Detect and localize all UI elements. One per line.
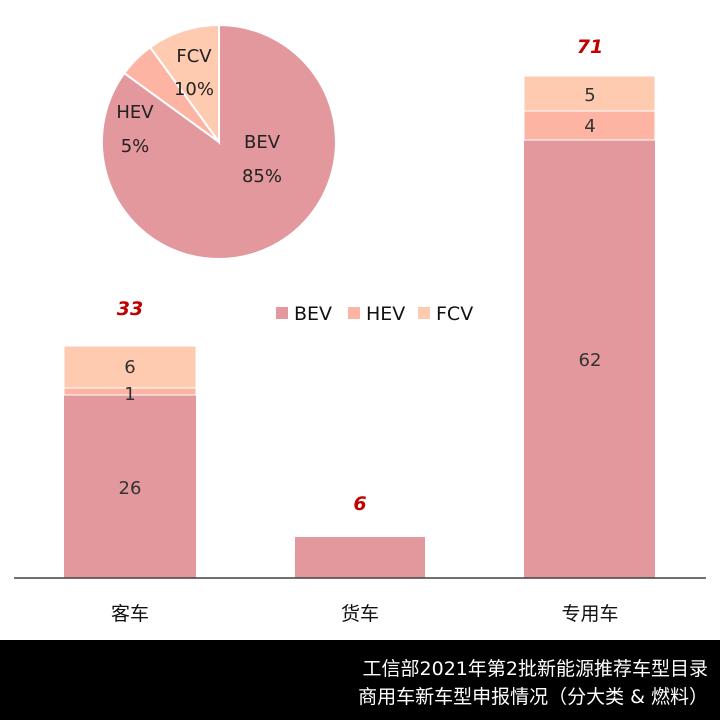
pie-label-hev-name: HEV [116,102,154,123]
pie-label-bev-name: BEV [244,132,281,153]
pie-chart: BEV 85% HEV 5% FCV 10% [100,23,337,260]
bar-special-total: 71 [577,36,603,58]
bar-truck-bev [295,537,425,578]
pie-label-fcv-pct: 10% [174,79,214,100]
bar-passenger-bev-label: 26 [119,478,142,499]
bar-passenger-fcv [63,345,197,389]
pie-label-bev-pct: 85% [242,166,282,187]
legend-swatch-hev [348,307,360,319]
legend: BEV HEV FCV [276,303,473,325]
legend-swatch-fcv [418,307,430,319]
bar-special-fcv-label: 5 [584,85,595,106]
bar-special-hev [523,110,656,141]
bar-special-bev [524,140,655,578]
bar-passenger-fcv-label: 6 [124,357,135,378]
bar-passenger-total: 33 [117,298,143,320]
bar-truck: 6 [295,493,425,578]
legend-swatch-bev [276,307,288,319]
bar-passenger-hev-label: 1 [124,384,135,405]
bar-passenger-bev [64,395,196,578]
bar-special: 62 4 5 71 [523,36,656,578]
legend-label-hev: HEV [366,303,405,325]
bar-passenger: 26 1 6 33 [63,298,197,578]
bar-special-fcv [523,75,656,112]
pie-label-fcv-name: FCV [176,46,212,67]
x-tick-special: 专用车 [561,603,618,625]
stacked-bar-chart: 26 1 6 33 6 62 4 5 71 客车 货车 专用车 BEV HEV … [14,23,706,625]
caption-line-1: 工信部2021年第2批新能源推荐车型目录 [362,658,708,680]
bar-special-hev-label: 4 [584,116,595,137]
legend-label-bev: BEV [294,303,332,325]
caption-banner: 工信部2021年第2批新能源推荐车型目录 商用车新车型申报情况（分大类 & 燃料… [0,640,720,720]
caption-line-2: 商用车新车型申报情况（分大类 & 燃料） [358,686,708,708]
legend-label-fcv: FCV [436,303,473,325]
pie-label-hev-pct: 5% [121,136,150,157]
x-tick-truck: 货车 [341,603,379,625]
x-tick-passenger: 客车 [111,603,149,625]
pie-slice-fcv [148,23,220,146]
bar-truck-total: 6 [353,493,366,515]
bar-special-bev-label: 62 [579,350,602,371]
